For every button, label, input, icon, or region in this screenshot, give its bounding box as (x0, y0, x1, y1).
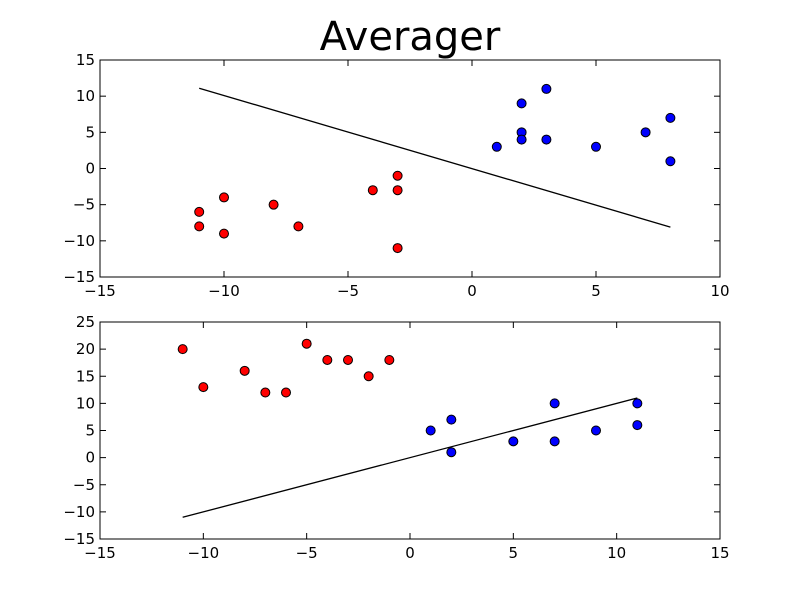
y-tick-label: 25 (76, 313, 95, 331)
blue-point (446, 414, 457, 425)
y-tick-label: 20 (76, 340, 95, 358)
figure-title: Averager (319, 14, 501, 60)
blue-point (508, 436, 519, 447)
y-tick-label: 10 (76, 87, 95, 105)
red-point (343, 354, 353, 365)
y-tick-label: −5 (73, 196, 95, 214)
x-tick-label: −10 (188, 544, 220, 562)
decision-line (199, 87, 671, 228)
y-tick-label: 15 (76, 367, 95, 385)
y-tick-label: −15 (63, 268, 95, 286)
y-tick-label: 0 (85, 449, 95, 467)
blue-point (425, 425, 436, 436)
red-point (363, 371, 374, 382)
x-tick-label: −5 (337, 282, 359, 300)
red-point (260, 387, 271, 398)
x-tick-label: 5 (591, 282, 601, 300)
red-point (392, 170, 403, 181)
red-point (367, 185, 378, 196)
red-point (301, 338, 312, 349)
y-tick-label: 10 (76, 394, 95, 412)
red-point (219, 192, 229, 203)
red-point (194, 206, 205, 217)
subplot-2: −15 −10 −5 0 5 10 15 −15 −10 −5 0 5 10 15 20 25 (63, 313, 729, 562)
blue-point (665, 156, 676, 167)
x-tick-label: −15 (84, 282, 116, 300)
blue-point (632, 420, 643, 431)
decision-line (182, 397, 638, 518)
red-point (293, 221, 304, 232)
x-tick-label: −15 (84, 544, 116, 562)
y-tick-label: −5 (73, 476, 95, 494)
blue-point (549, 436, 560, 447)
blue-point (541, 83, 552, 94)
y-tick-label: 0 (85, 160, 95, 178)
red-point (392, 185, 403, 196)
red-point (384, 354, 395, 365)
red-point (239, 365, 250, 376)
red-point (194, 221, 205, 232)
red-point (198, 382, 209, 393)
x-tick-label: 10 (607, 544, 626, 562)
y-tick-label: −15 (63, 530, 95, 548)
y-tick-label: 5 (85, 123, 95, 141)
blue-point (640, 127, 651, 138)
y-tick-label: 5 (85, 422, 95, 440)
red-point (322, 354, 333, 365)
y-tick-label: 15 (76, 51, 95, 69)
x-tick-label: 5 (509, 544, 519, 562)
blue-point (632, 398, 643, 409)
x-tick-label: 0 (467, 282, 477, 300)
blue-point (516, 134, 527, 145)
red-point (219, 228, 229, 239)
x-tick-label: −10 (208, 282, 240, 300)
blue-point (591, 141, 601, 152)
subplot-1: −15 −10 −5 0 5 10 −15 −10 −5 0 5 10 15 (63, 51, 729, 300)
x-tick-label: 10 (710, 282, 729, 300)
blue-point (516, 98, 527, 109)
red-point (281, 387, 291, 398)
axes-frame (99, 321, 721, 540)
blue-point (491, 141, 502, 152)
x-tick-label: −5 (296, 544, 318, 562)
x-tick-label: 15 (710, 544, 729, 562)
blue-point (541, 134, 552, 145)
blue-point (591, 425, 601, 436)
y-tick-label: −10 (63, 503, 95, 521)
blue-point (446, 447, 457, 458)
red-point (392, 243, 403, 254)
red-point (268, 199, 279, 210)
red-point (177, 344, 188, 355)
x-tick-label: 0 (405, 544, 415, 562)
axes-frame (99, 59, 721, 278)
blue-point (665, 112, 676, 123)
blue-point (549, 398, 560, 409)
y-tick-label: −10 (63, 232, 95, 250)
